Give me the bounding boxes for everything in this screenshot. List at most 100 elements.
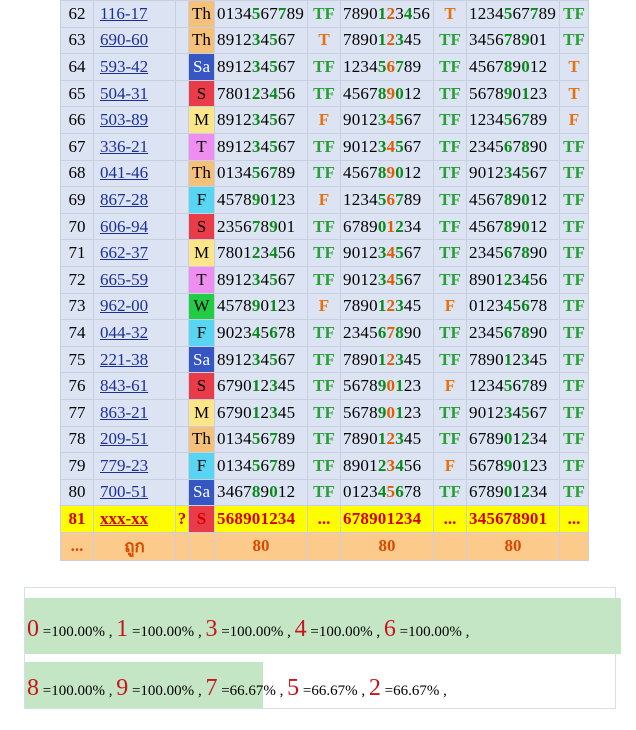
hit-flag: TF — [433, 265, 467, 294]
digit-sequence: 0134567789 — [214, 0, 308, 28]
hit-flag: TF — [307, 132, 341, 161]
result-code-link[interactable]: 221-38 — [100, 349, 149, 369]
digit-sequence: 678901234 — [340, 212, 434, 241]
result-code-link[interactable]: 044-32 — [100, 322, 149, 342]
stats-line-1: 0 =100.00% , 1 =100.00% , 3 =100.00% , 4… — [27, 616, 469, 643]
day-badge: S — [188, 372, 215, 400]
digit-sequence: 901234567 — [340, 239, 434, 267]
total-count: 80 — [340, 531, 434, 561]
result-code-link[interactable]: 606-94 — [100, 216, 149, 236]
current-row: 81 xxx-xx? S 568901234... 678901234... 345678… — [60, 505, 589, 533]
hit-flag: T — [307, 26, 341, 55]
result-code-link[interactable]: 041-46 — [100, 163, 149, 183]
digit-sequence: 891234567 — [214, 106, 308, 134]
hit-flag: TF — [307, 79, 341, 108]
digit-sequence: 901234567 — [340, 106, 434, 134]
result-code-cell: 503-89 — [93, 106, 176, 134]
stat-digit: 4 — [294, 616, 307, 642]
result-code-link[interactable]: 209-51 — [100, 429, 149, 449]
digit-sequence: 891234567 — [214, 26, 308, 55]
digit-sequence: 7890123456 — [340, 0, 434, 28]
hit-flag: F — [433, 292, 467, 321]
digit-sequence: 234567890 — [340, 319, 434, 347]
stat-percentage: =66.67% — [384, 683, 440, 699]
digit-sequence: 123456789 — [466, 106, 560, 134]
result-code-cell: 593-42 — [93, 53, 176, 81]
table-row: 79 779-23 F 013456789 TF 890123456 F 567890123 T… — [60, 452, 589, 480]
result-code-cell: 690-60 — [93, 26, 176, 55]
digit-sequence: 780123456 — [214, 239, 308, 267]
spacer-cell — [175, 531, 189, 561]
row-number: 80 — [60, 478, 94, 507]
result-code-link[interactable]: 504-31 — [100, 83, 149, 103]
separator: , — [461, 624, 470, 640]
row-number: 78 — [60, 425, 94, 454]
hit-flag: TF — [559, 239, 589, 267]
stat-digit: 9 — [116, 675, 129, 701]
digit-sequence: 1234567789 — [466, 0, 560, 28]
row-number: 74 — [60, 319, 94, 347]
row-number: 81 — [60, 505, 94, 533]
table-row: 73 962-00 W 457890123 F 789012345 F 012345678 TF — [60, 292, 589, 321]
digit-sequence: 235678901 — [214, 212, 308, 241]
separator: , — [372, 624, 384, 640]
table-row: 80 700-51 Sa 346789012 TF 012345678 TF 67890123… — [60, 478, 589, 507]
result-code-cell: 843-61 — [93, 372, 176, 400]
digit-sequence: 012345678 — [466, 292, 560, 321]
result-code-cell: 336-21 — [93, 132, 176, 161]
digit-sequence: 891234567 — [214, 53, 308, 81]
result-code-cell: 962-00 — [93, 292, 176, 321]
stat-digit: 2 — [368, 675, 381, 701]
result-code-link[interactable]: 116-17 — [100, 3, 148, 23]
row-number: 64 — [60, 53, 94, 81]
hit-flag: TF — [433, 186, 467, 214]
day-badge: Sa — [188, 345, 215, 374]
stat-digit: 0 — [27, 616, 39, 642]
result-code-link[interactable]: 867-28 — [100, 189, 149, 209]
table-row: 63 690-60 Th 891234567 T 789012345 TF 345678901… — [60, 26, 589, 55]
result-code-link[interactable]: 690-60 — [100, 30, 149, 50]
table-row: 69 867-28 F 457890123 F 123456789 TF 456789012 T… — [60, 186, 589, 214]
digit-sequence: 234567890 — [466, 319, 560, 347]
results-table: 62 116-17 Th 0134567789 TF 7890123456 T 1234567… — [60, 0, 589, 561]
hit-flag: TF — [307, 478, 341, 507]
marker-cell — [175, 292, 189, 321]
marker-cell — [175, 478, 189, 507]
separator: , — [357, 683, 369, 699]
result-code-link[interactable]: xxx-xx — [100, 509, 149, 529]
result-code-link[interactable]: 962-00 — [100, 296, 149, 316]
result-code-link[interactable]: 700-51 — [100, 482, 149, 502]
marker-cell — [175, 425, 189, 454]
result-code-link[interactable]: 336-21 — [100, 136, 149, 156]
hit-flag: TF — [307, 0, 341, 28]
hit-flag: TF — [433, 132, 467, 161]
row-number: 77 — [60, 398, 94, 427]
hit-flag: TF — [433, 425, 467, 454]
result-code-link[interactable]: 863-21 — [100, 402, 149, 422]
row-number: 71 — [60, 239, 94, 267]
digit-sequence: 901234567 — [340, 132, 434, 161]
digit-sequence: 901234567 — [466, 398, 560, 427]
stat-digit: 5 — [287, 675, 300, 701]
marker-cell — [175, 53, 189, 81]
table-row: 76 843-61 S 679012345 TF 567890123 F 123456789 T… — [60, 372, 589, 400]
digit-sequence: 012345678 — [340, 478, 434, 507]
row-number: 63 — [60, 26, 94, 55]
result-code-link[interactable]: 843-61 — [100, 376, 149, 396]
result-code-link[interactable]: 662-37 — [100, 243, 149, 263]
day-badge: S — [188, 79, 215, 108]
stat-percentage: =66.67% — [221, 683, 276, 699]
day-badge: Sa — [188, 53, 215, 81]
result-code-link[interactable]: 779-23 — [100, 455, 149, 475]
digit-sequence: 679012345 — [214, 372, 308, 400]
row-number: 75 — [60, 345, 94, 374]
hit-flag: TF — [433, 319, 467, 347]
result-code-link[interactable]: 593-42 — [100, 56, 149, 76]
result-code-link[interactable]: 665-59 — [100, 269, 149, 289]
digit-sequence: 456789012 — [466, 186, 560, 214]
day-badge: Th — [188, 0, 215, 28]
result-code-link[interactable]: 503-89 — [100, 110, 149, 130]
day-badge: Th — [188, 425, 215, 454]
highlight-band-1 — [25, 598, 621, 654]
day-badge: W — [188, 292, 215, 321]
